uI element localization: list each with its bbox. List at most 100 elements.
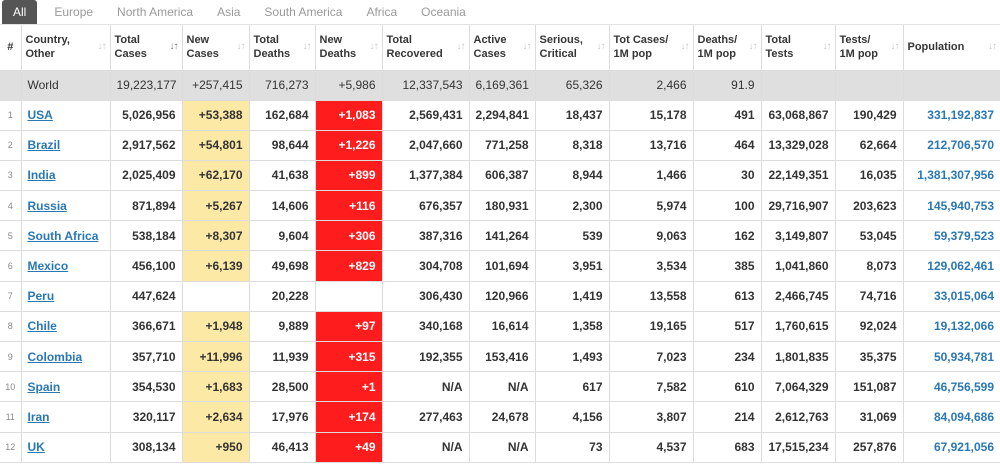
cell-new-deaths: +899 [315, 160, 383, 192]
country-link[interactable]: Colombia [27, 349, 83, 364]
column-header-new-cases[interactable]: New Cases ↓↑ [182, 25, 250, 71]
column-header-population[interactable]: Population ↓↑ [903, 25, 1000, 71]
country-link[interactable]: Mexico [27, 259, 69, 274]
continent-tabs: All Europe North America Asia South America A… [0, 0, 1000, 25]
cell-new-cases: +1,948 [182, 311, 250, 343]
column-header-country[interactable]: Country, Other ↓↑ [21, 25, 111, 71]
cell-new-cases: +950 [182, 432, 250, 463]
sort-arrows-icon[interactable]: ↓↑ [988, 41, 997, 53]
cell-country: World [21, 70, 111, 101]
cell-tests-per-m: 31,069 [835, 401, 904, 433]
sort-arrows-icon[interactable]: ↓↑ [97, 41, 107, 53]
column-header-cases-per-m[interactable]: Tot Cases/1M pop ↓↑ [609, 25, 694, 71]
sort-arrows-icon[interactable]: ↓↑ [822, 41, 832, 53]
header-label-line2: Cases [114, 48, 147, 61]
tab-south-america[interactable]: South America [264, 5, 343, 19]
country-link[interactable]: Spain [27, 379, 61, 394]
cell-tests: 1,760,615 [761, 311, 836, 343]
cell-country: South Africa [21, 220, 111, 252]
cell-serious: 1,493 [535, 341, 610, 373]
cell-population: 129,062,461 [903, 250, 1000, 282]
column-header-total-cases[interactable]: Total Cases ↓↑ [110, 25, 183, 71]
country-link[interactable]: USA [27, 108, 53, 123]
header-label-line2: 1M pop [613, 48, 653, 61]
sort-arrows-icon[interactable]: ↓↑ [596, 41, 606, 53]
cell-deaths-per-m: 613 [693, 281, 762, 312]
cell-cases-per-m: 7,023 [609, 341, 694, 373]
cell-deaths-per-m: 683 [693, 432, 762, 463]
cell-active: 16,614 [469, 311, 536, 343]
country-link[interactable]: Russia [27, 198, 67, 213]
column-header-active[interactable]: Active Cases ↓↑ [469, 25, 536, 71]
country-link[interactable]: Brazil [27, 138, 61, 153]
column-header-total-recovered[interactable]: Total Recovered ↓↑ [382, 25, 470, 71]
cell-new-deaths: +1,083 [315, 100, 383, 131]
column-header-total-deaths[interactable]: Total Deaths ↓↑ [249, 25, 316, 71]
tab-europe[interactable]: Europe [54, 5, 94, 19]
cell-total-deaths: 14,606 [249, 190, 316, 222]
country-link[interactable]: Iran [27, 409, 50, 424]
header-row: # Country, Other ↓↑ Total Cases ↓↑ New Cases ↓↑ To… [0, 25, 1000, 71]
tab-all[interactable]: All [2, 0, 38, 24]
cell-new-deaths: +829 [315, 250, 383, 282]
cell-idx: 10 [0, 371, 22, 403]
header-label-line2: Critical [539, 48, 577, 61]
cell-country: Iran [21, 401, 111, 433]
sort-arrows-icon[interactable]: ↓↑ [522, 41, 532, 53]
tab-north-america[interactable]: North America [117, 5, 194, 19]
cell-new-cases: +11,996 [182, 341, 250, 373]
cell-active: 2,294,841 [469, 100, 536, 131]
world-total-row: World 19,223,177 +257,415 716,273 +5,986 12,3… [0, 70, 1000, 101]
cell-new-deaths: +97 [315, 311, 383, 343]
sort-arrows-icon[interactable]: ↓↑ [169, 41, 179, 53]
sort-arrows-icon[interactable]: ↓↑ [748, 41, 758, 53]
header-label-line2: Tests [765, 48, 794, 61]
country-link[interactable]: UK [27, 440, 45, 455]
country-link[interactable]: Peru [27, 289, 55, 304]
sort-arrows-icon[interactable]: ↓↑ [680, 41, 690, 53]
sort-arrows-icon[interactable]: ↓↑ [456, 41, 466, 53]
tab-asia[interactable]: Asia [217, 5, 241, 19]
cell-country: Colombia [21, 341, 111, 373]
country-link[interactable]: South Africa [27, 228, 99, 243]
column-header-serious[interactable]: Serious, Critical ↓↑ [535, 25, 610, 71]
column-header-new-deaths[interactable]: New Deaths ↓↑ [315, 25, 383, 71]
cell-total-deaths: 162,684 [249, 100, 316, 131]
column-header-idx[interactable]: # [0, 25, 22, 71]
country-link[interactable]: India [27, 168, 56, 183]
cell-serious: 4,156 [535, 401, 610, 433]
sort-arrows-icon[interactable]: ↓↑ [236, 41, 246, 53]
cell-total-deaths: 49,698 [249, 250, 316, 282]
header-label-line2: Recovered [386, 48, 443, 61]
header-label-line1: New [186, 34, 210, 47]
cell-cases-per-m: 2,466 [609, 70, 694, 101]
cell-cases-per-m: 19,165 [609, 311, 694, 343]
column-header-deaths-per-m[interactable]: Deaths/1M pop ↓↑ [693, 25, 762, 71]
cell-tests: 7,064,329 [761, 371, 836, 403]
header-label-line1: Population [907, 41, 965, 54]
tab-africa[interactable]: Africa [366, 5, 398, 19]
cell-total-recovered: 277,463 [382, 401, 470, 433]
table-row: 1 USA 5,026,956 +53,388 162,684 +1,083 2,569,4… [0, 100, 1000, 131]
sort-arrows-icon[interactable]: ↓↑ [369, 41, 379, 53]
cell-new-cases: +2,634 [182, 401, 250, 433]
cell-idx: 2 [0, 130, 22, 161]
cell-serious: 617 [535, 371, 610, 403]
column-header-tests[interactable]: Total Tests ↓↑ [761, 25, 836, 71]
sort-arrows-icon[interactable]: ↓↑ [302, 41, 312, 53]
cell-total-deaths: 20,228 [249, 281, 316, 312]
header-label-line1: Active [473, 34, 507, 47]
tab-oceania[interactable]: Oceania [421, 5, 466, 19]
table-row: 2 Brazil 2,917,562 +54,801 98,644 +1,226 2,047… [0, 130, 1000, 161]
table-row: 9 Colombia 357,710 +11,996 11,939 +315 192,355… [0, 341, 1000, 373]
cell-total-deaths: 28,500 [249, 371, 316, 403]
cell-new-deaths: +174 [315, 401, 383, 433]
cell-idx: 12 [0, 432, 22, 463]
cell-tests-per-m: 16,035 [835, 160, 904, 192]
cell-tests: 1,801,835 [761, 341, 836, 373]
column-header-tests-per-m[interactable]: Tests/1M pop ↓↑ [835, 25, 904, 71]
cell-serious: 65,326 [535, 70, 610, 101]
sort-arrows-icon[interactable]: ↓↑ [890, 41, 900, 53]
cell-total-cases: 357,710 [110, 341, 183, 373]
country-link[interactable]: Chile [27, 319, 57, 334]
